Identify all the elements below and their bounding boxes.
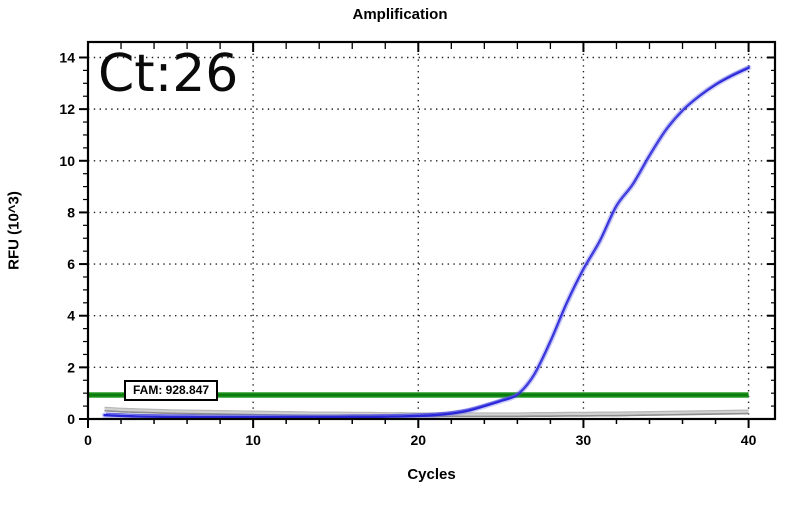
baseline-curve-echo <box>104 406 749 414</box>
x-tick-label: 30 <box>576 432 592 448</box>
y-tick-label: 8 <box>67 204 75 220</box>
x-tick-label: 40 <box>741 432 757 448</box>
y-tick-label: 0 <box>67 411 75 427</box>
y-tick-label: 6 <box>67 256 75 272</box>
amplification-curve-halo <box>101 65 752 420</box>
y-tick-label: 2 <box>67 359 75 375</box>
plot-frame <box>86 40 777 421</box>
y-tick-label: 4 <box>67 308 75 324</box>
ct-annotation: Ct:26 <box>98 44 239 104</box>
y-tick-label: 14 <box>59 49 75 65</box>
x-tick-label: 0 <box>84 432 92 448</box>
plot-area: 0 10 20 30 40 0 2 4 6 8 10 12 14 Ct:26 FAM: 928.847 <box>59 40 777 448</box>
x-tick-label: 10 <box>245 432 261 448</box>
x-axis-label: Cycles <box>407 466 456 483</box>
threshold-label: FAM: 928.847 <box>124 380 219 401</box>
y-tick-label: 12 <box>59 101 75 117</box>
y-axis-label: RFU (10^3) <box>5 191 23 270</box>
chart-title: Amplification <box>352 6 448 23</box>
x-tick-label: 20 <box>410 432 426 448</box>
y-tick-label: 10 <box>59 153 75 169</box>
plot-canvas: 0 10 20 30 40 0 2 4 6 8 10 12 14 <box>59 40 777 448</box>
amplification-curve-echo <box>105 65 751 416</box>
amplification-curve <box>103 66 750 419</box>
